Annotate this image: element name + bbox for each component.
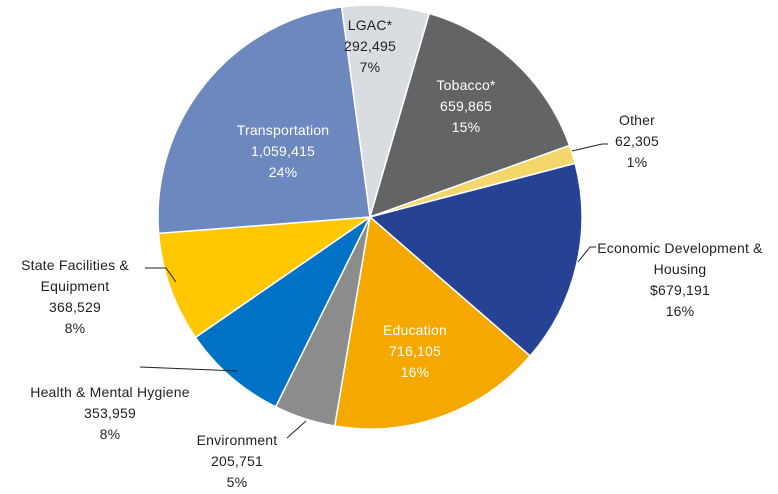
leader-lines [139,143,608,439]
label-percent: 7% [359,59,381,75]
slice-label: Health & Mental Hygiene 353,959 8% [5,382,215,445]
label-value: 292,495 [343,38,396,54]
label-name: Tobacco* [436,77,496,93]
label-value: 659,865 [439,98,492,114]
slice-label: LGAC* 292,495 7% [310,15,430,78]
label-value: 1,059,415 [250,143,316,159]
label-percent: 5% [226,474,248,490]
pie-slice [368,162,583,358]
label-value: 716,105 [388,343,441,359]
slice-label: State Facilities & Equipment 368,529 8% [5,255,145,339]
label-name: Other [618,112,655,128]
label-name: Environment [196,432,278,448]
leader-line [571,143,608,152]
label-value: 62,305 [614,133,660,149]
label-percent: 24% [268,164,298,180]
leader-line [577,246,596,263]
pie-slice [157,6,371,235]
label-name: Economic Development & Housing [597,240,763,277]
slice-label: Transportation 1,059,415 24% [203,120,363,183]
label-name: LGAC* [347,17,393,33]
slice-label: Other 62,305 1% [597,110,677,173]
label-name: State Facilities & Equipment [21,257,129,294]
label-percent: 1% [626,154,648,170]
label-percent: 8% [99,426,121,442]
slice-label: Environment 205,751 5% [177,430,297,493]
label-name: Education [382,322,448,338]
label-percent: 15% [451,119,481,135]
leader-line [286,420,307,439]
label-value: 353,959 [83,405,136,421]
slice-label: Tobacco* 659,865 15% [406,75,526,138]
label-value: $679,191 [650,282,710,298]
leader-line [145,267,177,283]
pie-slice [333,215,532,430]
slice-label: Economic Development & Housing $679,191 16… [585,238,775,322]
label-value: 205,751 [210,453,263,469]
pie-slice [368,12,571,219]
pie-slice [157,216,373,339]
label-percent: 16% [665,303,695,319]
label-percent: 8% [64,320,86,336]
label-name: Health & Mental Hygiene [30,384,190,400]
slice-label: Education 716,105 16% [355,320,475,383]
label-percent: 16% [400,364,430,380]
label-name: Transportation [236,122,330,138]
pie-slice [194,214,372,408]
leader-line [139,366,239,372]
label-value: 368,529 [48,299,101,315]
